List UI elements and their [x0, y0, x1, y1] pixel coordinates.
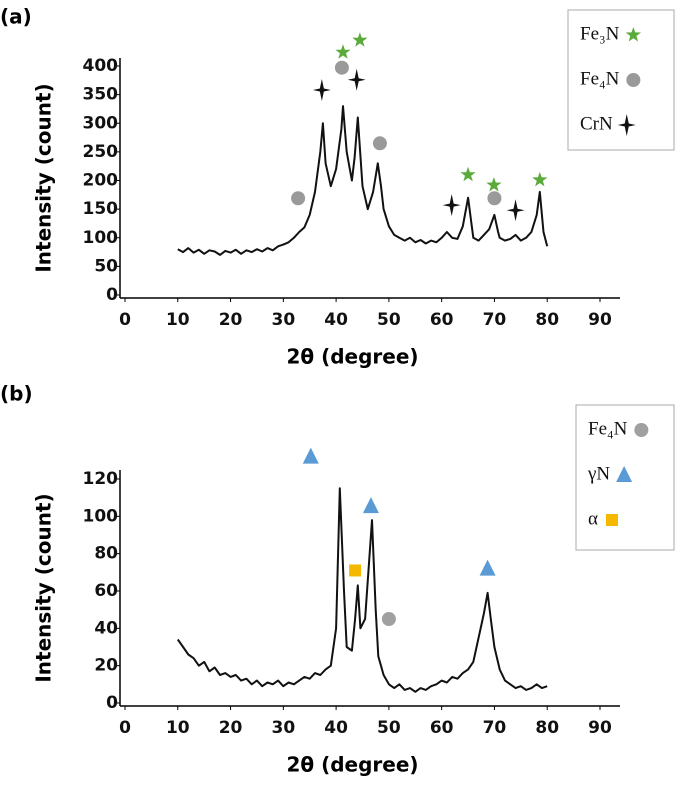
x-tick-label: 60: [430, 310, 454, 330]
y-tick-label: 150: [83, 199, 119, 219]
star-marker: [532, 171, 548, 187]
x-axis-title: 2θ (degree): [286, 753, 418, 777]
star-marker: [352, 32, 368, 47]
circle-marker: [381, 612, 396, 626]
legend-label: Fe₄N: [588, 418, 628, 439]
y-tick-label: 250: [83, 142, 119, 162]
y-tick-label: 20: [94, 656, 118, 676]
xrd-curve: [177, 105, 549, 256]
y-tick-label: 400: [83, 56, 119, 76]
y-tick-label: 120: [83, 469, 119, 489]
y-tick-label: 0: [106, 693, 118, 713]
y-tick-label: 300: [83, 113, 119, 133]
plus-marker: [312, 79, 331, 102]
triangle-marker: [362, 497, 379, 514]
x-tick-label: 30: [271, 310, 295, 330]
legend-label: Fe₃N: [580, 23, 620, 44]
plus-marker: [347, 68, 366, 91]
x-tick-label: 10: [166, 310, 190, 330]
x-tick-label: 0: [119, 310, 131, 330]
x-tick-label: 20: [219, 718, 243, 738]
y-axis-title: Intensity (count): [32, 83, 56, 272]
circle-marker: [291, 191, 306, 206]
x-tick-label: 40: [324, 718, 348, 738]
x-tick-label: 80: [535, 310, 559, 330]
panel-label: (a): [0, 5, 32, 29]
y-tick-label: 0: [106, 285, 118, 305]
x-tick-label: 70: [483, 718, 507, 738]
x-tick-label: 50: [377, 718, 401, 738]
x-tick-label: 90: [588, 310, 612, 330]
y-tick-label: 50: [94, 256, 118, 276]
x-tick-label: 70: [483, 310, 507, 330]
triangle-marker: [479, 559, 496, 576]
star-marker: [486, 177, 502, 192]
x-tick-label: 40: [324, 310, 348, 330]
legend-label: α: [588, 508, 598, 529]
y-tick-label: 350: [83, 85, 119, 105]
square-marker: [605, 514, 618, 526]
square-marker: [349, 564, 362, 577]
circle-marker: [334, 60, 349, 75]
xrd-curve: [176, 487, 548, 693]
legend-box: [567, 9, 675, 151]
x-tick-label: 90: [588, 718, 612, 738]
circle-marker: [634, 423, 649, 437]
x-tick-label: 60: [430, 718, 454, 738]
circle-marker: [372, 136, 387, 151]
x-tick-label: 10: [166, 718, 190, 738]
star-marker: [460, 166, 476, 182]
triangle-marker: [302, 447, 319, 464]
y-tick-label: 80: [94, 544, 118, 564]
legend-label: Fe₄N: [580, 68, 620, 89]
x-tick-label: 80: [535, 718, 559, 738]
y-axis-title: Intensity (count): [32, 493, 56, 682]
plus-marker: [442, 194, 461, 217]
x-axis-title: 2θ (degree): [286, 345, 418, 369]
legend-label: CrN: [580, 113, 613, 134]
x-tick-label: 30: [271, 718, 295, 738]
y-tick-label: 40: [94, 618, 118, 638]
triangle-marker: [616, 466, 633, 482]
star-marker: [335, 44, 351, 59]
x-tick-label: 20: [219, 310, 243, 330]
plus-marker: [617, 114, 636, 136]
plus-marker: [506, 199, 525, 222]
circle-marker: [626, 73, 641, 87]
y-tick-label: 100: [83, 228, 119, 248]
circle-marker: [487, 191, 502, 206]
star-marker: [625, 27, 641, 42]
panel-label: (b): [0, 382, 33, 406]
legend-label: γN: [587, 463, 610, 484]
x-tick-label: 0: [119, 718, 131, 738]
y-tick-label: 100: [83, 506, 119, 526]
y-tick-label: 200: [83, 171, 119, 191]
y-tick-label: 60: [94, 581, 118, 601]
x-tick-label: 50: [377, 310, 401, 330]
